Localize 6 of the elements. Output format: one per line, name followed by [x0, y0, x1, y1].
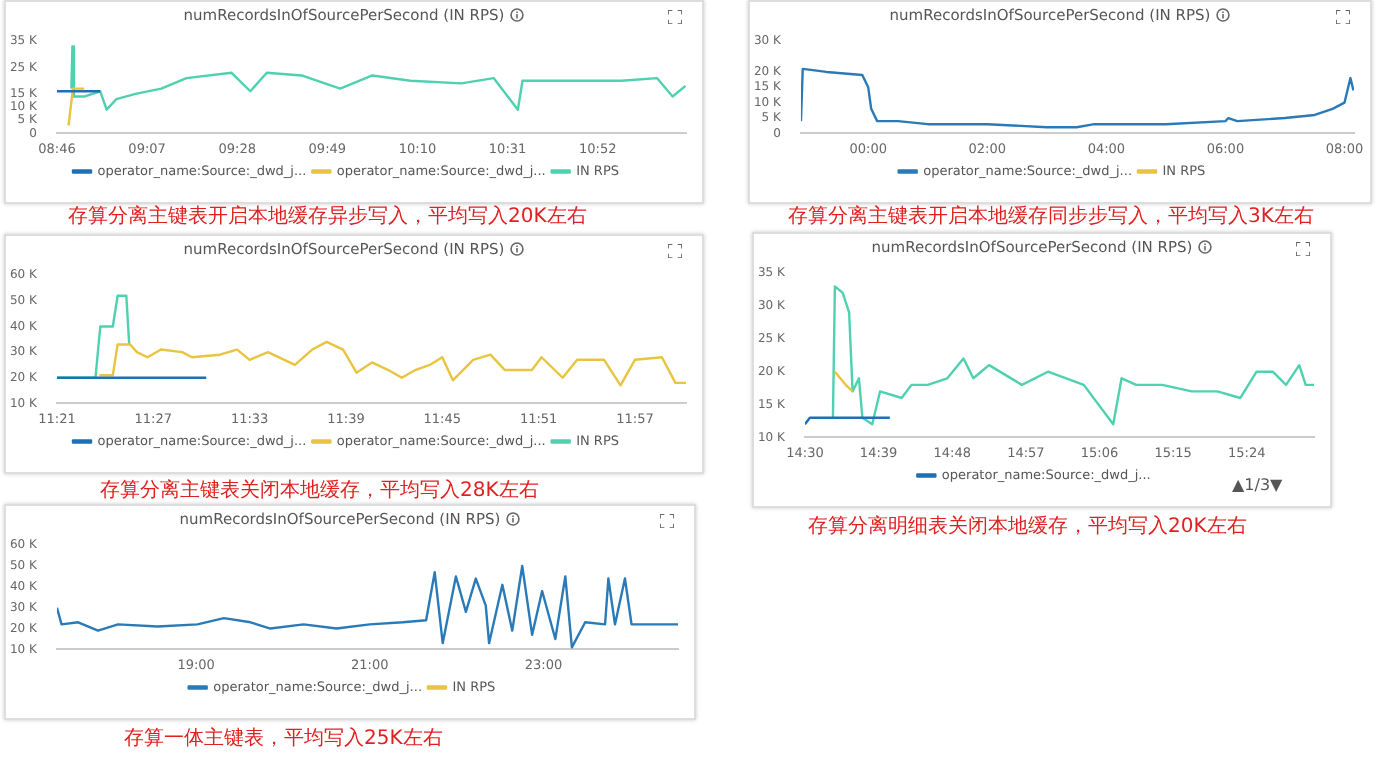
text: ▲1/3▼: [1232, 476, 1283, 494]
text: 存算分离主键表开启本地缓存异步写入，平均写入20K左右: [68, 203, 587, 230]
text: 存算分离明细表关闭本地缓存，平均写入20K左右: [808, 513, 1247, 540]
text: 存算分离主键表关闭本地缓存，平均写入28K左右: [100, 477, 539, 504]
text: 存算分离主键表开启本地缓存同步步写入，平均写入3K左右: [788, 203, 1314, 230]
text: 存算一体主键表，平均写入25K左右: [124, 725, 443, 752]
